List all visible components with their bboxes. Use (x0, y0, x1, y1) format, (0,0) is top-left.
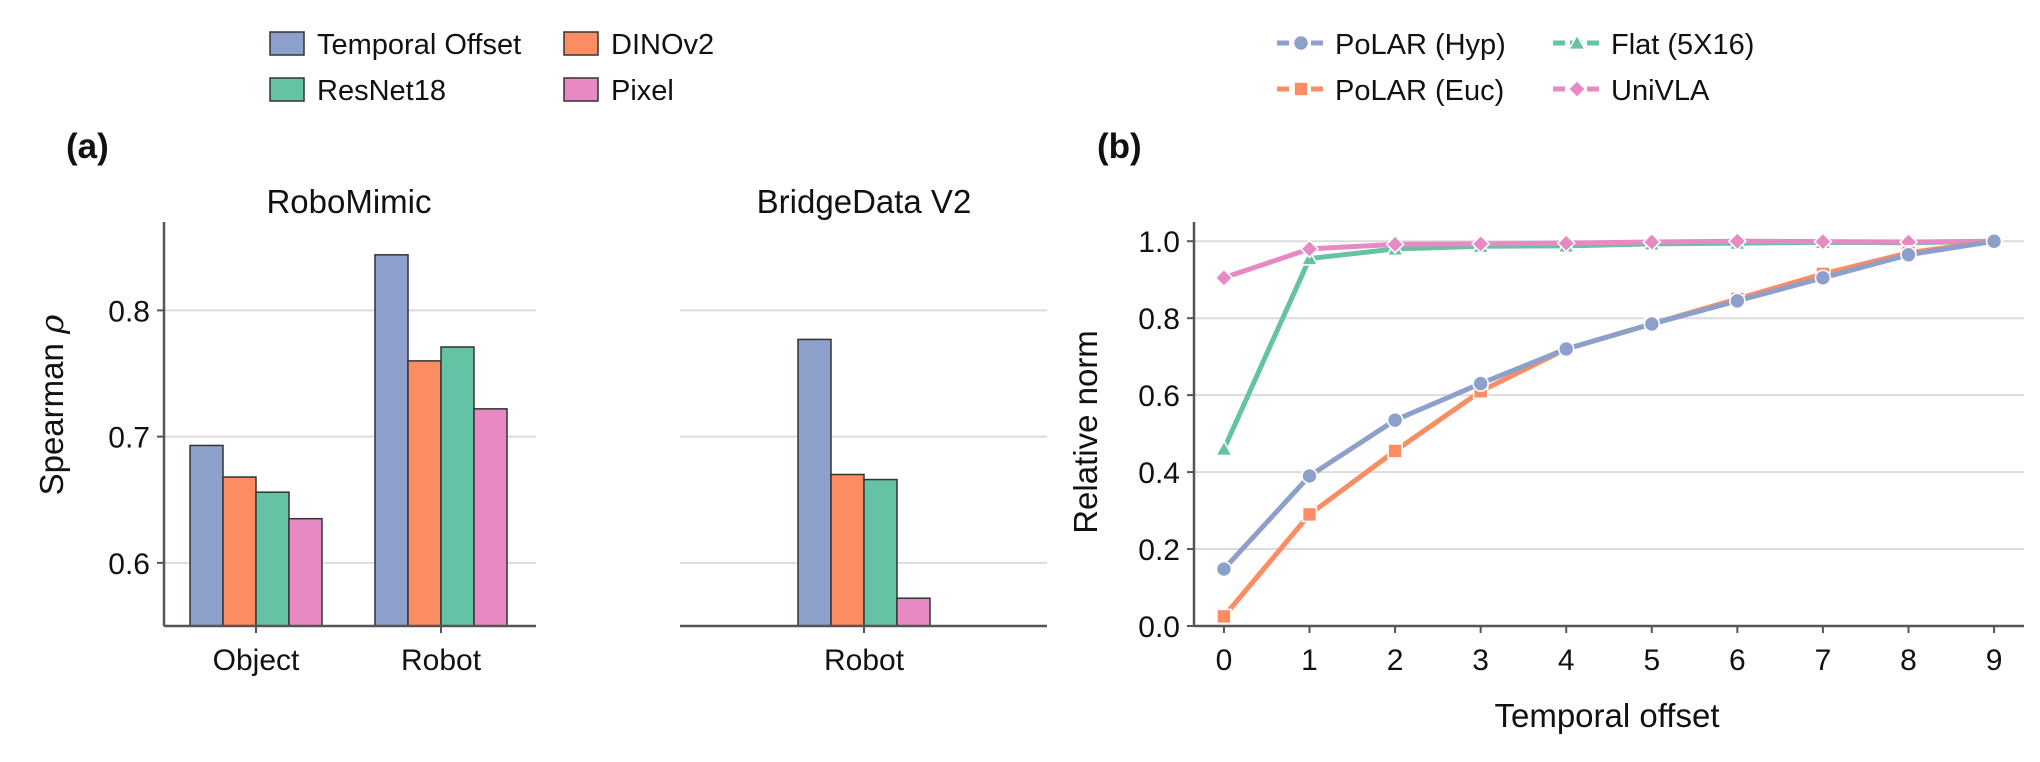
bar-robomimic-resnet18-object (255, 491, 290, 627)
y-axis-label-a-text: Spearman (33, 334, 70, 495)
legend-swatch-a-1 (563, 31, 599, 56)
y-tick-label-b-5: 1.0 (1138, 226, 1180, 259)
bar-robomimic-resnet18-robot (440, 346, 475, 627)
point-polar-euc-1 (1301, 506, 1318, 523)
point-flat-5x16-0 (1214, 439, 1234, 457)
text-layer: Object Robot 0.6 0.7 0.8 Robot 0.0 0.2 0.4 0.6 0.8… (108, 226, 2002, 677)
y-tick-label-robomimic-0: 0.6 (108, 548, 150, 581)
bar-bridgedata-temporal-offset-robot (797, 338, 832, 627)
y-tick-label-b-0: 0.0 (1138, 611, 1180, 644)
point-polar-hyp-0 (1215, 560, 1233, 578)
point-univla-2 (1385, 234, 1405, 254)
line-polar-euc (1221, 238, 1997, 619)
legend-layer: Temporal Offset DINOv2 ResNet18 Pixel PoLAR … (269, 29, 1754, 107)
point-univla-0 (1214, 268, 1234, 288)
x-tick-label-b-1: 1 (1301, 644, 1318, 677)
x-tick-label-b-5: 5 (1643, 644, 1660, 677)
legend-marker-b-1 (1293, 81, 1309, 97)
bars-layer (189, 254, 931, 627)
legend-swatch-a-2 (269, 77, 305, 102)
bar-bridgedata-dinov2-robot (830, 473, 865, 627)
x-tick-label-b-2: 2 (1387, 644, 1404, 677)
x-tick-label-b-6: 6 (1729, 644, 1746, 677)
legend-swatch-a-3 (563, 77, 599, 102)
x-tick-label-b-9: 9 (1986, 644, 2003, 677)
legend-label-a-3: Pixel (611, 75, 674, 107)
point-polar-hyp-5 (1643, 315, 1661, 333)
panel-b-label: (b) (1097, 127, 1142, 166)
bar-bridgedata-resnet18-robot (863, 478, 898, 627)
legend-label-b-3: UniVLA (1611, 75, 1710, 107)
y-axis-label-a: Spearman ρ (32, 314, 71, 495)
legend-swatch-a-0 (269, 31, 305, 56)
point-polar-hyp-1 (1301, 467, 1318, 485)
robomimic-title: RoboMimic (266, 183, 431, 220)
point-univla-1 (1299, 239, 1320, 259)
legend-marker-b-3 (1567, 79, 1587, 99)
point-univla-4 (1556, 233, 1576, 253)
y-tick-label-robomimic-1: 0.7 (108, 422, 150, 455)
line-univla (1221, 238, 1997, 281)
bar-bridgedata-pixel-robot (896, 597, 931, 627)
legend-marker-b-2 (1567, 33, 1587, 51)
legend-label-b-2: Flat (5X16) (1611, 29, 1754, 61)
grid-layer (164, 240, 2024, 564)
legend-label-b-1: PoLAR (Euc) (1335, 75, 1504, 107)
bar-robomimic-pixel-object (288, 517, 323, 627)
point-polar-hyp-4 (1557, 340, 1575, 358)
point-univla-7 (1813, 231, 1833, 252)
y-tick-label-b-3: 0.6 (1138, 380, 1180, 413)
line-polar-hyp (1221, 238, 1997, 572)
y-tick-label-robomimic-2: 0.8 (108, 295, 150, 328)
point-polar-euc-2 (1387, 443, 1403, 459)
y-tick-label-b-2: 0.4 (1138, 457, 1180, 490)
x-tick-label-b-4: 4 (1558, 644, 1575, 677)
line-flat-5x16 (1221, 238, 1997, 452)
y-axis-label-b: Relative norm (1067, 330, 1104, 534)
legend-label-a-1: DINOv2 (611, 29, 714, 61)
x-axis-label-b: Temporal offset (1494, 697, 1719, 734)
x-tick-label-b-8: 8 (1900, 644, 1917, 677)
axes-layer (157, 222, 2024, 633)
point-polar-hyp-2 (1386, 411, 1404, 429)
rho-symbol: ρ (32, 314, 71, 335)
point-polar-hyp-8 (1900, 246, 1917, 264)
bridgedata-title: BridgeData V2 (757, 183, 972, 220)
point-polar-hyp-6 (1729, 292, 1746, 310)
point-polar-hyp-9 (1985, 232, 2003, 250)
point-polar-euc-0 (1216, 608, 1232, 625)
legend-label-a-0: Temporal Offset (317, 29, 521, 61)
legend-label-b-0: PoLAR (Hyp) (1335, 29, 1506, 61)
bar-robomimic-pixel-robot (473, 408, 508, 627)
panel-a-label: (a) (66, 127, 109, 166)
x-tick-label-b-7: 7 (1815, 644, 1832, 677)
x-tick-label-b-3: 3 (1472, 644, 1489, 677)
y-tick-label-b-1: 0.2 (1138, 534, 1180, 567)
point-polar-hyp-3 (1472, 375, 1489, 392)
legend-marker-b-0 (1292, 34, 1310, 52)
legend-label-a-2: ResNet18 (317, 75, 446, 107)
lines-layer (1214, 231, 2004, 625)
y-tick-label-b-4: 0.8 (1138, 303, 1180, 336)
bar-robomimic-temporal-offset-robot (374, 254, 409, 627)
point-univla-3 (1471, 234, 1491, 254)
point-polar-hyp-7 (1814, 269, 1832, 287)
x-tick-label-robomimic-1: Robot (401, 644, 482, 677)
x-tick-label-b-0: 0 (1216, 644, 1233, 677)
point-univla-6 (1727, 231, 1747, 251)
bar-robomimic-dinov2-robot (407, 360, 442, 627)
point-univla-5 (1642, 232, 1662, 252)
bar-robomimic-temporal-offset-object (189, 444, 224, 627)
x-tick-label-bridgedata-0: Robot (824, 644, 905, 677)
x-tick-label-robomimic-0: Object (213, 644, 300, 677)
bar-robomimic-dinov2-object (222, 476, 257, 627)
